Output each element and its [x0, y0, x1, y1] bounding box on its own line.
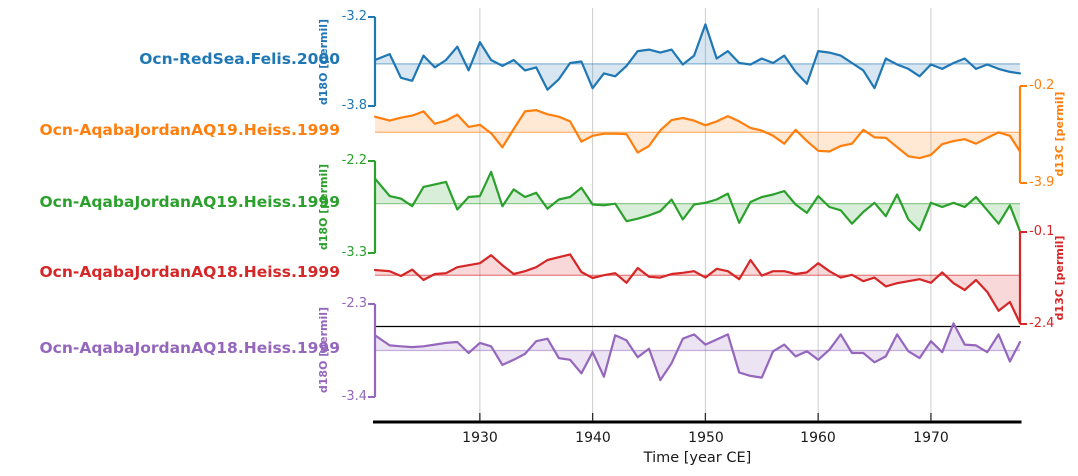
series-label-ocn-aqabajordanaq19-d18o: Ocn-AqabaJordanAQ19.Heiss.1999 [39, 193, 341, 211]
ytick-s3-bottom: -2.4 [1029, 316, 1055, 331]
ytick-s1-bottom: -3.9 [1029, 175, 1055, 190]
ytick-s3-top: -0.1 [1029, 224, 1055, 239]
xtick-1960: 1960 [800, 430, 836, 446]
yaxis-label-s4: d18O [permil] [317, 306, 330, 394]
xtick-1930: 1930 [462, 430, 498, 446]
series-fill-1 [375, 110, 1020, 159]
series-label-ocn-redsea-felis-2000: Ocn-RedSea.Felis.2000 [139, 50, 340, 68]
series-label-ocn-aqabajordanaq18-d13c: Ocn-AqabaJordanAQ18.Heiss.1999 [39, 263, 341, 281]
series-curve-1 [373, 108, 1022, 160]
xtick-1940: 1940 [575, 430, 611, 446]
series-curve-2 [373, 170, 1022, 233]
series-2 [368, 160, 1022, 254]
yaxis-label-s2: d18O [permil] [317, 163, 330, 251]
yaxis-label-s3: d13C [permil] [1053, 235, 1066, 321]
ytick-s4-top: -2.3 [341, 296, 367, 311]
series-curve-3 [373, 253, 1022, 325]
ytick-s0-bottom: -3.8 [341, 98, 367, 113]
ytick-s4-bottom: -3.4 [341, 389, 367, 404]
ytick-s1-top: -0.2 [1029, 78, 1055, 93]
series-curve-4 [373, 322, 1022, 382]
series-4 [368, 303, 1022, 398]
series-curve-0 [373, 23, 1022, 91]
xtick-1970: 1970 [913, 430, 949, 446]
series-3 [373, 231, 1027, 325]
series-1 [373, 85, 1027, 184]
series-fill-0 [375, 24, 1020, 90]
ytick-s2-top: -2.2 [341, 153, 367, 168]
ytick-s2-bottom: -3.3 [341, 245, 367, 260]
yaxis-label-s1: d13C [permil] [1053, 91, 1066, 177]
series-label-ocn-aqabajordanaq19-d13c: Ocn-AqabaJordanAQ19.Heiss.1999 [39, 121, 341, 139]
ytick-s0-top: -3.2 [341, 9, 367, 24]
series-label-ocn-aqabajordanaq18-d18o: Ocn-AqabaJordanAQ18.Heiss.1999 [39, 339, 341, 357]
yaxis-label-s0: d18O [permil] [317, 18, 330, 106]
xtick-1950: 1950 [688, 430, 724, 446]
xaxis-label: Time [year CE] [643, 450, 752, 466]
series-0 [368, 16, 1022, 107]
series-fill-3 [375, 254, 1020, 324]
